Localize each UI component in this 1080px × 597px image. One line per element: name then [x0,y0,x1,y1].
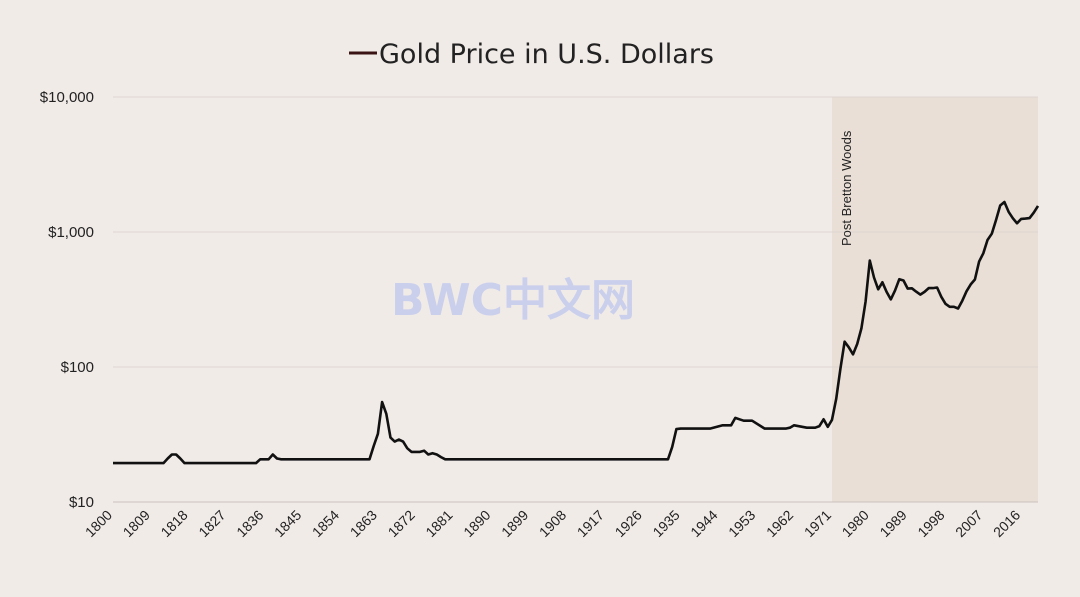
shaded-region-label: Post Bretton Woods [839,130,854,246]
y-tick-label: $100 [61,359,94,376]
legend: Gold Price in U.S. Dollars [349,39,714,70]
watermark-text: BWC中文网 [391,275,635,326]
post-bretton-woods-region [831,97,1038,502]
gold-price-line [113,200,1040,465]
y-tick-label: $1,000 [48,224,94,241]
y-tick-label: $10,000 [40,89,94,106]
chart-title: Gold Price in U.S. Dollars [379,39,714,70]
y-tick-label: $10 [69,494,94,511]
